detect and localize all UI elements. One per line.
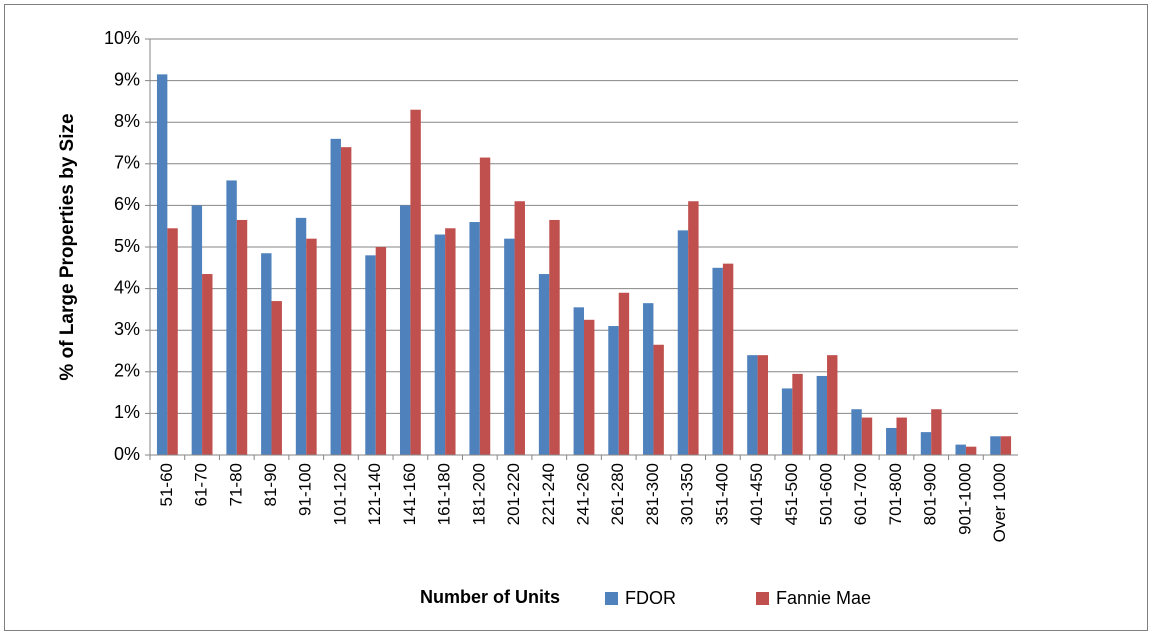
x-tick-label: 121-140 <box>365 463 384 525</box>
bar <box>816 375 828 455</box>
y-tick-label: 0% <box>114 444 140 464</box>
y-tick-label: 10% <box>104 28 140 48</box>
bar <box>955 444 966 455</box>
x-tick-label: 71-80 <box>226 463 245 506</box>
bar <box>295 217 307 455</box>
y-tick-label: 4% <box>114 277 140 297</box>
y-tick-label: 3% <box>114 319 140 339</box>
bar <box>896 417 907 455</box>
x-tick-label: 181-200 <box>469 463 488 525</box>
bar <box>399 205 411 455</box>
bar <box>549 219 560 455</box>
bar <box>861 417 873 455</box>
bar <box>365 255 376 455</box>
x-tick-label: 101-120 <box>330 463 349 525</box>
bar <box>1000 436 1012 455</box>
legend-label: Fannie Mae <box>776 588 871 608</box>
bar <box>271 301 282 455</box>
x-tick-label: 161-180 <box>435 463 454 525</box>
bar <box>931 409 942 455</box>
x-tick-label: 401-450 <box>747 463 766 525</box>
bar <box>584 319 595 455</box>
x-tick-label: 901-1000 <box>955 463 974 535</box>
chart-border <box>4 4 1148 631</box>
x-axis-label: Number of Units <box>420 587 560 607</box>
x-tick-label: 81-90 <box>261 463 280 506</box>
bar <box>688 201 699 455</box>
bar <box>306 238 317 455</box>
bar <box>538 274 550 455</box>
y-tick-label: 7% <box>114 153 140 173</box>
legend-swatch <box>756 592 769 605</box>
x-tick-label: 91-100 <box>296 463 315 516</box>
bar <box>226 180 237 455</box>
x-tick-label: Over 1000 <box>990 463 1009 542</box>
y-tick-label: 5% <box>114 236 140 256</box>
bar <box>722 263 734 455</box>
x-tick-label: 141-160 <box>400 463 419 525</box>
y-tick-label: 8% <box>114 111 140 131</box>
bar <box>236 219 248 455</box>
x-tick-label: 601-700 <box>851 463 870 525</box>
bar <box>712 267 723 455</box>
bar <box>167 228 178 455</box>
x-tick-label: 351-400 <box>712 463 731 525</box>
x-tick-label: 801-900 <box>921 463 940 525</box>
y-axis-label: % of Large Properties by Size <box>57 113 78 380</box>
bar <box>191 205 203 455</box>
y-tick-label: 9% <box>114 69 140 89</box>
x-tick-label: 451-500 <box>782 463 801 525</box>
bar <box>156 74 168 456</box>
bar <box>747 355 758 455</box>
bar <box>965 446 977 455</box>
bar <box>202 274 213 455</box>
bar <box>434 234 446 455</box>
bar <box>757 355 769 455</box>
x-tick-label: 221-240 <box>539 463 558 525</box>
bar <box>330 138 341 455</box>
bar <box>261 253 272 455</box>
bar <box>920 432 932 455</box>
x-tick-label: 61-70 <box>192 463 211 506</box>
y-tick-label: 2% <box>114 361 140 381</box>
bar <box>340 147 352 455</box>
x-tick-label: 201-220 <box>504 463 523 525</box>
x-tick-label: 701-800 <box>886 463 905 525</box>
y-tick-label: 6% <box>114 194 140 214</box>
legend-label: FDOR <box>625 588 676 608</box>
bar <box>608 326 619 455</box>
bar <box>827 355 838 455</box>
x-tick-label: 281-300 <box>643 463 662 525</box>
bar <box>886 427 897 455</box>
bar <box>514 201 525 455</box>
legend-swatch <box>605 592 618 605</box>
bar <box>479 157 491 455</box>
bar <box>410 109 421 455</box>
bar <box>469 222 480 455</box>
x-tick-label: 301-350 <box>678 463 697 525</box>
bar <box>781 388 793 455</box>
bar <box>990 436 1001 455</box>
bar <box>677 230 689 455</box>
bar <box>792 373 803 455</box>
bar <box>653 344 664 455</box>
y-tick-label: 1% <box>114 402 140 422</box>
x-tick-label: 241-260 <box>573 463 592 525</box>
x-tick-label: 51-60 <box>157 463 176 506</box>
bar <box>643 303 654 455</box>
x-tick-label: 261-280 <box>608 463 627 525</box>
bar <box>851 409 862 455</box>
bar <box>618 292 630 455</box>
bar <box>573 307 584 455</box>
x-tick-label: 501-600 <box>817 463 836 525</box>
bar <box>445 228 456 455</box>
bar <box>375 247 387 455</box>
bar <box>504 238 515 455</box>
